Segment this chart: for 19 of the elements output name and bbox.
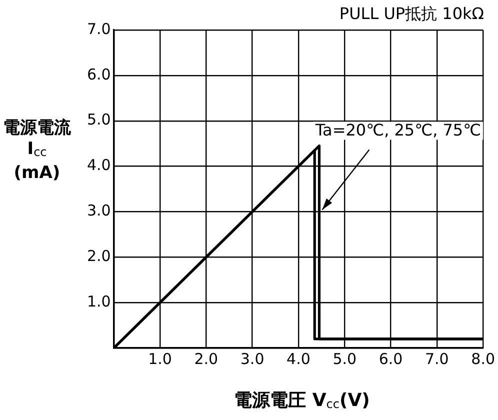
x-tick-label: 6.0 bbox=[378, 350, 403, 368]
x-tick-label: 8.0 bbox=[471, 350, 495, 368]
chart-title: PULL UP抵抗 10kΩ bbox=[339, 4, 484, 25]
x-tick-label: 3.0 bbox=[240, 350, 264, 368]
y-axis-title: 電源電流 I$_{cc}$ (mA) bbox=[2, 118, 72, 184]
y-tick-label: 1.0 bbox=[86, 292, 111, 310]
x-tick-label: 1.0 bbox=[148, 350, 172, 368]
y-tick-label: 4.0 bbox=[86, 156, 111, 174]
x-axis-title: 電源電圧 V$_{cc}$(V) bbox=[233, 389, 371, 412]
y-tick-label: 2.0 bbox=[86, 247, 111, 266]
y-tick-label: 7.0 bbox=[86, 20, 111, 38]
y-tick-label: 3.0 bbox=[86, 202, 111, 220]
x-tick-label: 2.0 bbox=[194, 350, 218, 368]
y-tick-label: 5.0 bbox=[86, 110, 111, 129]
x-tick-label: 5.0 bbox=[332, 350, 357, 368]
x-tick-label: 7.0 bbox=[424, 350, 449, 368]
y-tick-label: 6.0 bbox=[86, 65, 111, 84]
annotation: Ta=20℃, 25℃, 75℃ bbox=[314, 120, 482, 140]
x-tick-label: 4.0 bbox=[286, 350, 310, 368]
